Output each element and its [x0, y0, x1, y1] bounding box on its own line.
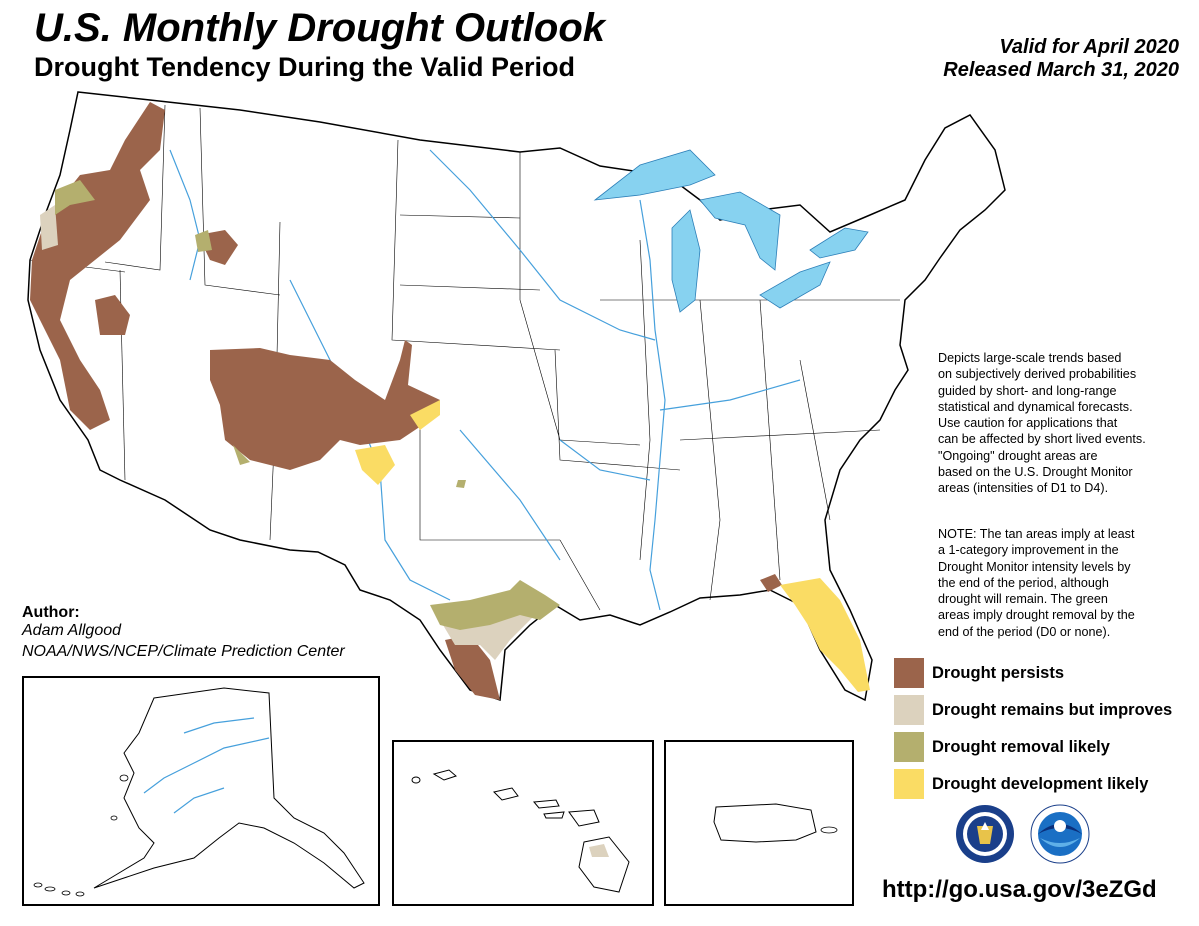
legend-label-persists: Drought persists: [932, 663, 1065, 682]
nws-seal-icon: [956, 805, 1014, 863]
legend-swatch-improves: [894, 695, 924, 725]
alaska-map: [33, 687, 365, 897]
puerto-rico-outline: [713, 803, 817, 843]
outlook-url-link[interactable]: http://go.usa.gov/3eZGd: [882, 876, 1157, 903]
legend-swatch-removal: [894, 732, 924, 762]
release-date: Released March 31, 2020: [943, 59, 1179, 81]
legend-swatch-development: [894, 769, 924, 799]
alaska-rivers: [143, 717, 270, 814]
aleutian-islands: [33, 774, 129, 897]
author-heading: Author:: [22, 604, 80, 621]
page-title: U.S. Monthly Drought Outlook: [34, 6, 606, 50]
legend-label-improves: Drought remains but improves: [932, 700, 1173, 719]
drought-persists-areas: [30, 102, 858, 700]
legend-label-removal: Drought removal likely: [932, 737, 1110, 756]
legend-item-improves: Drought remains but improves: [894, 695, 1172, 725]
legend-item-persists: Drought persists: [894, 658, 1064, 688]
author-organization: NOAA/NWS/NCEP/Climate Prediction Center: [22, 643, 345, 660]
puerto-rico-map: [713, 803, 838, 843]
puerto-rico-inset: [664, 740, 854, 906]
hawaii-inset: [392, 740, 654, 906]
note-text: NOTE: The tan areas imply at least a 1-c…: [938, 527, 1135, 639]
legend-item-development: Drought development likely: [894, 769, 1148, 799]
description-text: Depicts large-scale trends based on subj…: [938, 351, 1146, 496]
alaska-inset: [22, 676, 380, 906]
author-name: Adam Allgood: [22, 622, 122, 639]
rivers: [169, 149, 801, 611]
hawaii-improves-area: [589, 844, 609, 857]
hawaii-islands: [411, 769, 630, 893]
page-subtitle: Drought Tendency During the Valid Period: [34, 52, 576, 82]
legend-item-removal: Drought removal likely: [894, 732, 1110, 762]
drought-removal-areas: [55, 180, 560, 630]
hawaii-map: [411, 769, 630, 893]
vieques-outline: [820, 826, 838, 834]
drought-development-areas: [355, 400, 870, 692]
valid-period: Valid for April 2020: [999, 36, 1179, 58]
legend-swatch-persists: [894, 658, 924, 688]
great-lakes: [593, 149, 869, 313]
legend-label-development: Drought development likely: [932, 774, 1149, 793]
noaa-logo-icon: [1030, 804, 1090, 864]
